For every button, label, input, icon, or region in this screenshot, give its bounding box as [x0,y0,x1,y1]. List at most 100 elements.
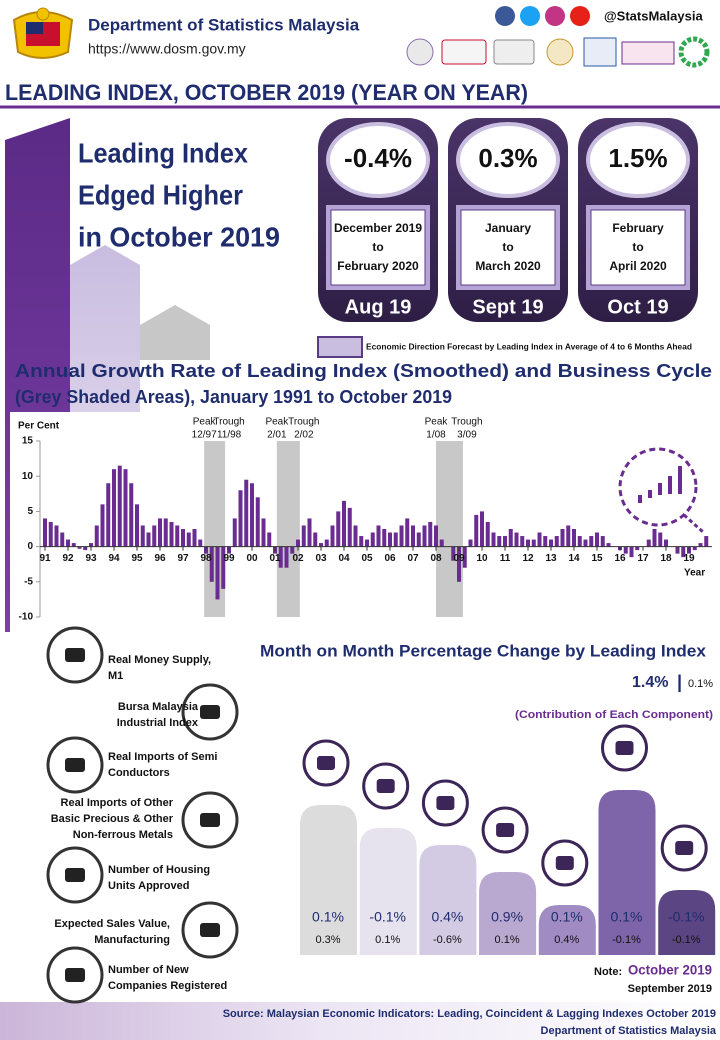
growth-bar [330,525,335,547]
growth-bar [307,518,312,547]
growth-bar [106,483,111,547]
component-label: M1 [108,670,123,682]
peak-label: Peak [265,417,289,428]
component-current: 0.1% [551,909,583,925]
trough-label: Trough [213,417,244,428]
growth-bar [577,536,582,547]
headline: Edged Higher [78,179,243,210]
x-tick-label: 17 [637,553,649,564]
growth-bar [520,536,525,547]
growth-bar [514,532,519,547]
column-glyph [555,856,574,870]
component-label: Conductors [108,767,170,779]
y-tick-label: 15 [22,436,34,447]
trough-date: 2/02 [294,430,314,441]
growth-bar [267,532,272,547]
component-label: Units Approved [108,880,190,892]
growth-bar [319,543,323,547]
growth-bar [215,546,220,600]
component-label: Number of Housing [108,864,210,876]
x-tick-label: 11 [500,553,511,564]
component-glyph [65,648,85,662]
component-label: Expected Sales Value, [54,918,170,930]
x-tick-label: 97 [177,553,189,564]
component-label: Real Money Supply, [108,654,211,666]
growth-bar [278,546,283,568]
growth-bar [140,525,145,547]
growth-bar [566,525,571,547]
forecast-month: Oct 19 [607,296,668,318]
forecast-period: February 2020 [337,259,419,273]
component-glyph [200,705,220,719]
growth-bar [468,539,473,547]
mom-current: 1.4% [632,674,668,691]
y-tick-label: 0 [27,541,33,552]
component-column [419,845,477,955]
x-tick-label: 92 [62,553,74,564]
growth-bar [232,518,237,547]
x-tick-label: 09 [453,553,465,564]
growth-bar [411,525,415,547]
component-current: 0.1% [611,909,643,925]
mom-subtitle: (Contribution of Each Component) [515,709,713,721]
growth-bar [89,543,93,547]
page-title: LEADING INDEX, OCTOBER 2019 (YEAR ON YEA… [5,80,528,105]
growth-bar [250,483,254,547]
growth-bar [549,539,553,547]
component-glyph [65,968,85,982]
growth-bar [347,507,352,547]
component-current: 0.9% [491,909,523,925]
x-tick-label: 08 [430,553,442,564]
building-decoration [140,305,210,360]
component-column [538,905,596,955]
growth-bar [296,539,300,547]
forecast-period: to [372,240,383,254]
x-tick-label: 16 [614,553,626,564]
growth-bar [336,511,341,547]
column-glyph [496,823,515,837]
forecast-bubble [326,122,430,198]
x-tick-label: 05 [361,553,373,564]
component-label: Non-ferrous Metals [73,829,173,841]
forecast-period: to [502,240,513,254]
growth-bar [324,539,329,547]
x-tick-label: 96 [154,553,166,564]
growth-bar [497,536,502,547]
peak-label: Peak [193,417,217,428]
trough-date: 11/98 [217,430,242,441]
x-tick-label: 91 [39,553,51,564]
recession-band [436,441,463,617]
x-tick-label: 94 [108,553,120,564]
growth-bar [692,546,697,551]
component-label: Companies Registered [108,980,227,992]
growth-bar [365,539,369,547]
growth-bar [491,532,496,547]
x-tick-label: 07 [407,553,419,564]
growth-bar [169,521,174,547]
component-label: Real Imports of Other [61,797,174,809]
growth-bar [158,518,162,547]
growth-bar [623,546,628,554]
site-url: https://www.dosm.gov.my [88,41,246,57]
x-tick-label: 98 [200,553,212,564]
growth-bar [595,532,599,547]
component-current: -0.1% [668,909,705,925]
forecast-month: Aug 19 [345,296,412,318]
growth-bar [221,546,226,589]
growth-bar [526,539,530,547]
growth-bar [66,539,70,547]
column-glyph [376,779,395,793]
growth-bar [43,518,47,547]
growth-bar [485,521,490,547]
growth-bar [393,532,398,547]
forecast-value: -0.4% [344,143,412,173]
growth-bar [434,525,438,547]
growth-bar [646,539,651,547]
component-label: Bursa Malaysia [118,701,199,713]
growth-bar [583,539,588,547]
x-tick-label: 12 [522,553,534,564]
growth-bar [94,525,99,547]
column-glyph [317,756,335,770]
x-tick-label: 19 [683,553,695,564]
growth-bar [543,536,548,547]
